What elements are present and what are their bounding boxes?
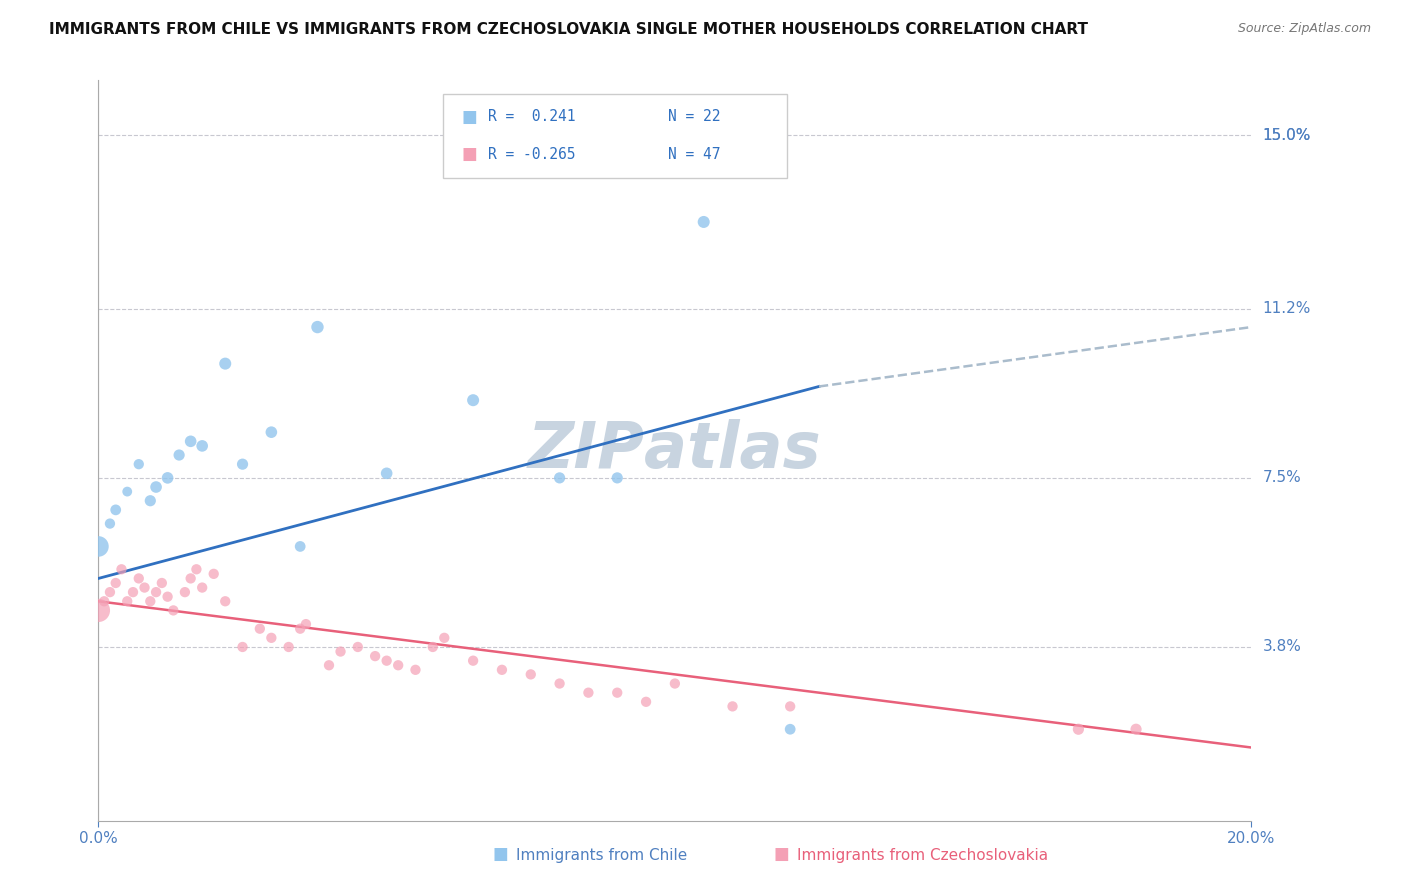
Point [461,654,484,668]
Text: ■: ■ [773,846,789,863]
Text: IMMIGRANTS FROM CHILE VS IMMIGRANTS FROM CZECHOSLOVAKIA SINGLE MOTHER HOUSEHOLDS: IMMIGRANTS FROM CHILE VS IMMIGRANTS FROM… [49,22,1088,37]
Point [387,658,409,673]
Point [110,562,132,576]
Point [104,576,127,591]
Point [122,585,145,599]
Point [318,658,340,673]
Text: Immigrants from Czechoslovakia: Immigrants from Czechoslovakia [797,848,1049,863]
Point [202,566,225,581]
Text: ■: ■ [461,108,477,126]
Point [578,686,600,700]
Point [214,594,236,608]
Point [290,540,312,554]
Point [87,603,110,617]
Point [87,540,110,554]
Text: R =  0.241: R = 0.241 [488,110,575,124]
Point [548,471,571,485]
Point [174,585,197,599]
Point [1125,723,1147,737]
Point [364,649,387,664]
Text: Source: ZipAtlas.com: Source: ZipAtlas.com [1237,22,1371,36]
Text: 15.0%: 15.0% [1263,128,1310,143]
Text: R = -0.265: R = -0.265 [488,147,575,161]
Point [128,457,150,471]
Point [98,585,121,599]
Point [548,676,571,690]
Point [98,516,121,531]
Point [191,439,214,453]
Point [93,594,115,608]
Point [150,576,173,591]
Point [134,581,156,595]
Point [128,571,150,585]
Text: 15.0%: 15.0% [1263,128,1310,143]
Point [433,631,456,645]
Point [214,357,236,371]
Point [1067,723,1090,737]
Text: 11.2%: 11.2% [1263,301,1310,317]
Point [290,622,312,636]
Point [145,585,167,599]
Point [491,663,513,677]
Point [606,686,628,700]
Point [664,676,686,690]
Point [162,603,184,617]
Point [180,571,202,585]
Point [156,471,179,485]
Point [636,695,658,709]
Point [117,484,139,499]
Point [139,594,162,608]
Point [295,617,318,632]
Text: Immigrants from Chile: Immigrants from Chile [516,848,688,863]
Point [779,699,801,714]
Point [180,434,202,449]
Text: N = 22: N = 22 [668,110,720,124]
Point [260,631,283,645]
Point [186,562,208,576]
Point [145,480,167,494]
Point [191,581,214,595]
Text: ■: ■ [461,145,477,163]
Point [721,699,744,714]
Point [307,320,329,334]
Text: 7.5%: 7.5% [1263,470,1301,485]
Point [104,503,127,517]
Point [277,640,299,654]
Text: 3.8%: 3.8% [1263,640,1302,655]
Point [461,393,484,408]
Point [346,640,368,654]
Point [329,644,352,658]
Point [375,654,398,668]
Point [117,594,139,608]
Point [249,622,271,636]
Point [260,425,283,440]
Text: ■: ■ [492,846,508,863]
Text: N = 47: N = 47 [668,147,720,161]
Point [156,590,179,604]
Point [693,215,716,229]
Point [375,467,398,481]
Point [606,471,628,485]
Text: ZIP​atlas: ZIP​atlas [529,419,821,482]
Point [167,448,190,462]
Point [779,723,801,737]
Point [405,663,427,677]
Point [231,457,254,471]
Point [422,640,444,654]
Point [520,667,543,681]
Point [231,640,254,654]
Point [139,493,162,508]
